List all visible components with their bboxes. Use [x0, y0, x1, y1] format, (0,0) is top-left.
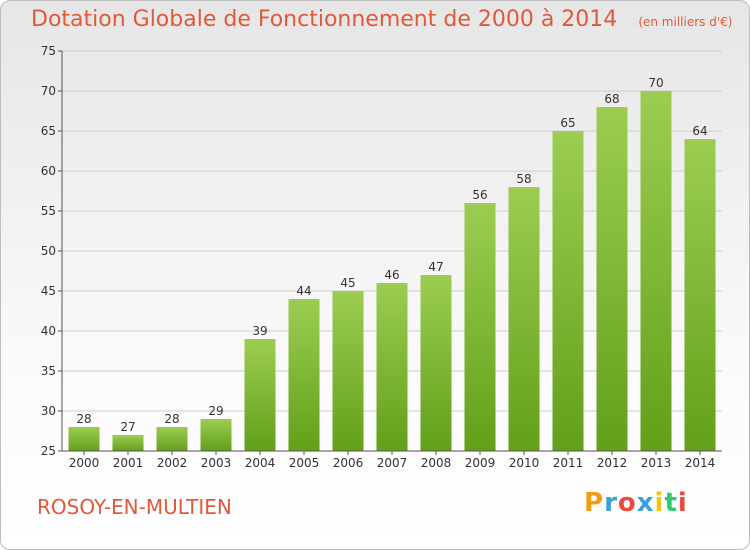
y-tick-label: 75 — [41, 44, 56, 58]
bars: 28 27 28 29 39 44 45 46 47 56 58 65 68 70 64 — [68, 76, 716, 451]
y-tick-label: 30 — [41, 404, 56, 418]
y-tick-label: 65 — [41, 124, 56, 138]
bar — [244, 339, 276, 451]
bar — [508, 187, 540, 451]
bar — [68, 427, 100, 451]
bar — [552, 131, 584, 451]
logo-letter: i — [654, 488, 665, 518]
data-label: 28 — [76, 412, 91, 426]
x-tick-label: 2013 — [641, 456, 672, 470]
data-label: 27 — [120, 420, 135, 434]
logo-letter: r — [604, 488, 618, 518]
bar — [156, 427, 188, 451]
data-label: 28 — [164, 412, 179, 426]
x-tick-label: 2000 — [69, 456, 100, 470]
x-tick-label: 2003 — [201, 456, 232, 470]
data-label: 56 — [472, 188, 487, 202]
axes: 25 30 35 40 45 50 55 60 65 70 75 2000 2001 2002 2003 20… — [41, 44, 722, 470]
data-label: 58 — [516, 172, 531, 186]
data-label: 39 — [252, 324, 267, 338]
chart-title: Dotation Globale de Fonctionnement de 20… — [31, 7, 732, 32]
logo-letter: P — [584, 488, 605, 518]
data-label: 45 — [340, 276, 355, 290]
y-tick-label: 60 — [41, 164, 56, 178]
data-label: 44 — [296, 284, 311, 298]
logo-letter: t — [664, 488, 678, 518]
y-tick-label: 55 — [41, 204, 56, 218]
bar — [288, 299, 320, 451]
commune-name: ROSOY-EN-MULTIEN — [37, 495, 232, 519]
x-tick-label: 2005 — [289, 456, 320, 470]
x-tick-label: 2009 — [465, 456, 496, 470]
bar — [332, 291, 364, 451]
x-tick-label: 2007 — [377, 456, 408, 470]
x-tick-label: 2014 — [685, 456, 716, 470]
logo-letter: i — [677, 488, 688, 518]
x-tick-label: 2002 — [157, 456, 188, 470]
y-tick-label: 70 — [41, 84, 56, 98]
proxiti-logo: Proxiti — [584, 488, 688, 518]
data-label: 47 — [428, 260, 443, 274]
y-tick-label: 35 — [41, 364, 56, 378]
x-tick-label: 2011 — [553, 456, 584, 470]
data-label: 64 — [692, 124, 707, 138]
bar — [464, 203, 496, 451]
y-tick-label: 50 — [41, 244, 56, 258]
x-tick-label: 2006 — [333, 456, 364, 470]
data-label: 65 — [560, 116, 575, 130]
y-tick-label: 40 — [41, 324, 56, 338]
bar — [640, 91, 672, 451]
x-tick-label: 2012 — [597, 456, 628, 470]
y-tick-label: 45 — [41, 284, 56, 298]
x-tick-label: 2010 — [509, 456, 540, 470]
bar — [420, 275, 452, 451]
data-label: 29 — [208, 404, 223, 418]
data-label: 70 — [648, 76, 663, 90]
logo-letter: x — [636, 488, 655, 518]
chart-title-text: Dotation Globale de Fonctionnement de 20… — [31, 7, 618, 32]
data-label: 68 — [604, 92, 619, 106]
bar — [596, 107, 628, 451]
bar — [112, 435, 144, 451]
bar — [684, 139, 716, 451]
x-tick-label: 2004 — [245, 456, 276, 470]
y-tick-label: 25 — [41, 444, 56, 458]
logo-letter: o — [617, 488, 637, 518]
bar — [200, 419, 232, 451]
chart-unit-label: (en milliers d'€) — [638, 15, 733, 29]
x-tick-label: 2001 — [113, 456, 144, 470]
data-label: 46 — [384, 268, 399, 282]
x-tick-label: 2008 — [421, 456, 452, 470]
bar — [376, 283, 408, 451]
